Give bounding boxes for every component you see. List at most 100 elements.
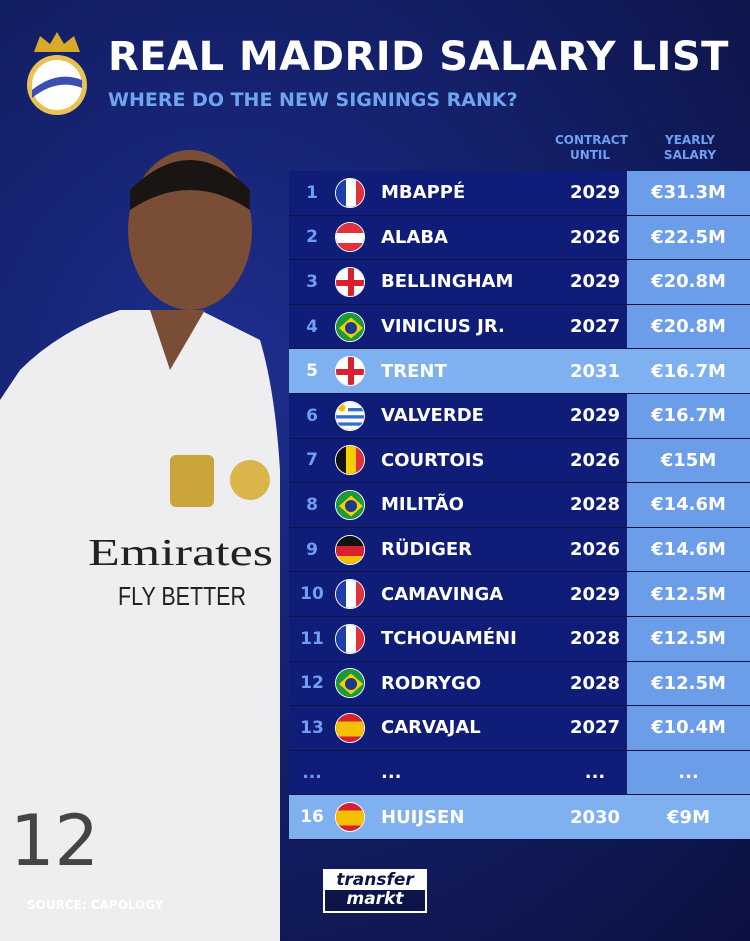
player-name: VALVERDE bbox=[381, 405, 484, 427]
rank-cell: 12 bbox=[300, 673, 324, 694]
rank-cell: 2 bbox=[306, 227, 318, 248]
player-name: HUIJSEN bbox=[381, 806, 465, 828]
contract-cell: 2028 bbox=[569, 494, 621, 516]
player-name: BELLINGHAM bbox=[381, 271, 514, 293]
table-row: ... ... ... ... bbox=[289, 750, 750, 796]
player-name: VINICIUS JR. bbox=[381, 316, 505, 338]
rank-cell: 5 bbox=[306, 361, 318, 382]
spain-flag-icon bbox=[335, 802, 365, 833]
player-name: RÜDIGER bbox=[381, 539, 473, 561]
source-credit: SOURCE: CAPOLOGY bbox=[27, 898, 164, 912]
table-row: €12.5M 11 TCHOUAMÉNI 2028 bbox=[289, 616, 750, 662]
contract-cell: 2026 bbox=[569, 449, 621, 471]
player-name: MBAPPÉ bbox=[381, 182, 466, 204]
player-name: TRENT bbox=[381, 360, 447, 382]
player-name: ALABA bbox=[381, 226, 448, 248]
player-name: CAMAVINGA bbox=[381, 583, 504, 605]
table-row: €12.5M 10 CAMAVINGA 2029 bbox=[289, 572, 750, 617]
uruguay-flag-icon bbox=[335, 400, 365, 431]
table-row: €10.4M 13 CARVAJAL 2027 bbox=[289, 706, 750, 751]
transfermarkt-logo: transfer markt bbox=[323, 869, 427, 913]
player-name: COURTOIS bbox=[381, 449, 485, 471]
rank-cell: 16 bbox=[300, 807, 324, 828]
contract-cell: ... bbox=[584, 762, 606, 784]
player-name: TCHOUAMÉNI bbox=[381, 628, 517, 650]
rank-cell: 3 bbox=[306, 271, 318, 292]
salary-cell: €14.6M bbox=[627, 527, 750, 572]
table-row: €14.6M 8 MILITÃO 2028 bbox=[289, 483, 750, 528]
salary-cell: €16.7M bbox=[651, 360, 726, 382]
page-subtitle: WHERE DO THE NEW SIGNINGS RANK? bbox=[108, 89, 518, 111]
rank-cell: 10 bbox=[300, 584, 324, 605]
brazil-flag-icon bbox=[335, 311, 365, 342]
salary-cell: €10.4M bbox=[627, 706, 750, 750]
rank-cell: 7 bbox=[306, 450, 318, 471]
contract-cell: 2029 bbox=[569, 271, 621, 293]
contract-cell: 2029 bbox=[569, 405, 621, 427]
salary-cell: €12.5M bbox=[627, 661, 750, 706]
austria-flag-icon bbox=[335, 222, 365, 253]
jersey-number: 12 bbox=[10, 800, 99, 882]
column-header-salary: YEARLY SALARY bbox=[663, 133, 717, 162]
brazil-flag-icon bbox=[335, 668, 365, 699]
contract-cell: 2031 bbox=[569, 360, 621, 382]
table-row: €9M 16 HUIJSEN 2030 bbox=[289, 795, 750, 840]
salary-cell: €22.5M bbox=[627, 215, 750, 260]
table-row: €15M 7 COURTOIS 2026 bbox=[289, 438, 750, 484]
england-flag-icon bbox=[335, 356, 365, 387]
rank-cell: 1 bbox=[306, 182, 318, 203]
salary-cell: €16.7M bbox=[627, 393, 750, 438]
france-flag-icon bbox=[335, 177, 365, 208]
contract-cell: 2029 bbox=[569, 583, 621, 605]
salary-cell: €12.5M bbox=[627, 616, 750, 661]
rank-cell: 11 bbox=[300, 628, 324, 649]
salary-cell: €12.5M bbox=[627, 572, 750, 616]
table-row: €22.5M 2 ALABA 2026 bbox=[289, 215, 750, 261]
table-row: €12.5M 12 RODRYGO 2028 bbox=[289, 661, 750, 707]
table-row: €16.7M 6 VALVERDE 2029 bbox=[289, 393, 750, 439]
player-name: MILITÃO bbox=[381, 494, 464, 516]
salary-cell: €20.8M bbox=[627, 260, 750, 304]
spain-flag-icon bbox=[335, 712, 365, 743]
real-madrid-crest-logo bbox=[27, 32, 87, 115]
contract-cell: 2029 bbox=[569, 182, 621, 204]
salary-table: €31.3M 1 MBAPPÉ 2029 €22.5M 2 ALABA 2026 €… bbox=[289, 171, 750, 840]
rank-cell: 9 bbox=[306, 539, 318, 560]
player-name: CARVAJAL bbox=[381, 717, 481, 739]
contract-cell: 2028 bbox=[569, 628, 621, 650]
jersey-tagline: FLY BETTER bbox=[118, 581, 246, 611]
table-row: €20.8M 4 VINICIUS JR. 2027 bbox=[289, 304, 750, 350]
contract-cell: 2030 bbox=[569, 806, 621, 828]
table-row: €14.6M 9 RÜDIGER 2026 bbox=[289, 527, 750, 573]
salary-cell: ... bbox=[627, 750, 750, 795]
germany-flag-icon bbox=[335, 534, 365, 565]
contract-cell: 2026 bbox=[569, 539, 621, 561]
page-title: REAL MADRID SALARY LIST bbox=[108, 34, 729, 80]
england-flag-icon bbox=[335, 266, 365, 297]
rank-cell: 4 bbox=[306, 316, 318, 337]
player-name: RODRYGO bbox=[381, 672, 482, 694]
salary-cell: €31.3M bbox=[627, 171, 750, 215]
contract-cell: 2027 bbox=[569, 717, 621, 739]
table-row: €16.7M 5 TRENT 2031 bbox=[289, 349, 750, 394]
player-photo: Emirates FLY BETTER 12 bbox=[0, 150, 280, 941]
france-flag-icon bbox=[335, 579, 365, 610]
jersey-sponsor: Emirates bbox=[88, 532, 273, 574]
column-header-contract: CONTRACT UNTIL bbox=[555, 133, 628, 162]
table-row: €31.3M 1 MBAPPÉ 2029 bbox=[289, 171, 750, 216]
salary-cell: €20.8M bbox=[627, 304, 750, 349]
rank-cell: ... bbox=[302, 762, 322, 783]
contract-cell: 2026 bbox=[569, 226, 621, 248]
rank-cell: 8 bbox=[306, 494, 318, 515]
salary-cell: €9M bbox=[667, 806, 710, 828]
rank-cell: 13 bbox=[300, 717, 324, 738]
france-flag-icon bbox=[335, 623, 365, 654]
player-name: ... bbox=[381, 762, 402, 784]
belgium-flag-icon bbox=[335, 445, 365, 476]
contract-cell: 2028 bbox=[569, 672, 621, 694]
rank-cell: 6 bbox=[306, 405, 318, 426]
table-row: €20.8M 3 BELLINGHAM 2029 bbox=[289, 260, 750, 305]
brazil-flag-icon bbox=[335, 489, 365, 520]
salary-cell: €15M bbox=[627, 438, 750, 483]
contract-cell: 2027 bbox=[569, 316, 621, 338]
